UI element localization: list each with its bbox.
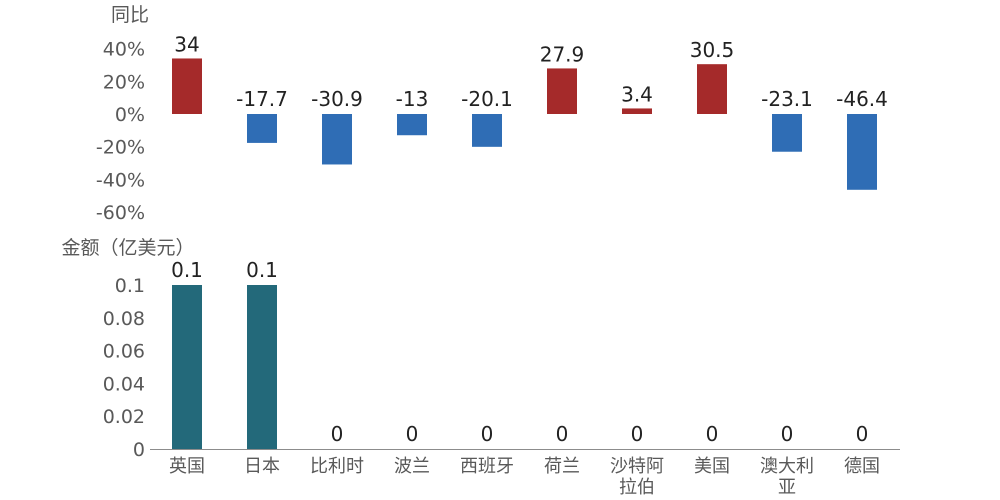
top-bar	[622, 108, 652, 114]
top-value-label: -17.7	[236, 87, 288, 111]
top-value-label: -13	[396, 87, 429, 111]
x-category-label: 英国	[169, 456, 205, 477]
x-category-label: 波兰	[394, 456, 430, 477]
top-value-label: 34	[174, 32, 199, 56]
bottom-y-tick-label: 0.02	[103, 406, 145, 428]
top-bar	[397, 114, 427, 136]
top-bar	[847, 114, 877, 190]
top-bar	[322, 114, 352, 165]
bottom-value-label: 0.1	[171, 258, 203, 282]
x-category-label: 德国	[844, 456, 880, 477]
top-value-label: -46.4	[836, 87, 888, 111]
x-category-label: 西班牙	[460, 456, 514, 477]
x-category-label: 拉伯	[619, 477, 655, 498]
top-value-label: 27.9	[540, 42, 585, 66]
top-y-tick-label: -60%	[96, 202, 145, 224]
bottom-value-label: 0.1	[246, 258, 278, 282]
bottom-value-label: 0	[406, 422, 419, 446]
top-value-label: -23.1	[761, 87, 813, 111]
top-bar	[697, 64, 727, 114]
top-y-tick-label: -20%	[96, 137, 145, 159]
bottom-value-label: 0	[556, 422, 569, 446]
bottom-y-tick-label: 0.06	[103, 341, 145, 363]
x-category-label: 美国	[694, 456, 730, 477]
bottom-value-label: 0	[856, 422, 869, 446]
bottom-value-label: 0	[781, 422, 794, 446]
top-bar	[172, 58, 202, 114]
top-y-tick-label: 40%	[103, 39, 145, 61]
x-category-label: 澳大利	[760, 456, 814, 477]
top-y-tick-label: 20%	[103, 71, 145, 93]
top-value-label: 3.4	[621, 82, 653, 106]
bottom-value-label: 0	[331, 422, 344, 446]
bottom-value-label: 0	[631, 422, 644, 446]
x-category-label: 比利时	[310, 456, 364, 477]
bottom-y-tick-label: 0.1	[115, 275, 145, 297]
top-value-label: -20.1	[461, 87, 513, 111]
top-value-label: -30.9	[311, 87, 363, 111]
x-category-label: 荷兰	[544, 456, 580, 477]
x-category-label: 日本	[244, 456, 280, 477]
top-bar	[772, 114, 802, 152]
top-bar	[547, 68, 577, 114]
bottom-y-tick-label: 0	[133, 439, 145, 461]
x-category-label: 亚	[778, 477, 796, 498]
bottom-bar	[172, 285, 202, 449]
bottom-bar	[247, 285, 277, 449]
top-bar	[247, 114, 277, 143]
top-bar	[472, 114, 502, 147]
top-y-tick-label: 0%	[115, 104, 145, 126]
bottom-y-tick-label: 0.08	[103, 308, 145, 330]
bottom-y-axis-title: 金额（亿美元）	[61, 237, 194, 259]
top-y-tick-label: -40%	[96, 169, 145, 191]
x-category-label: 沙特阿	[610, 456, 664, 477]
bottom-value-label: 0	[706, 422, 719, 446]
top-value-label: 30.5	[690, 38, 735, 62]
bottom-y-tick-label: 0.04	[103, 373, 145, 395]
bottom-value-label: 0	[481, 422, 494, 446]
top-y-axis-title: 同比	[111, 4, 149, 26]
